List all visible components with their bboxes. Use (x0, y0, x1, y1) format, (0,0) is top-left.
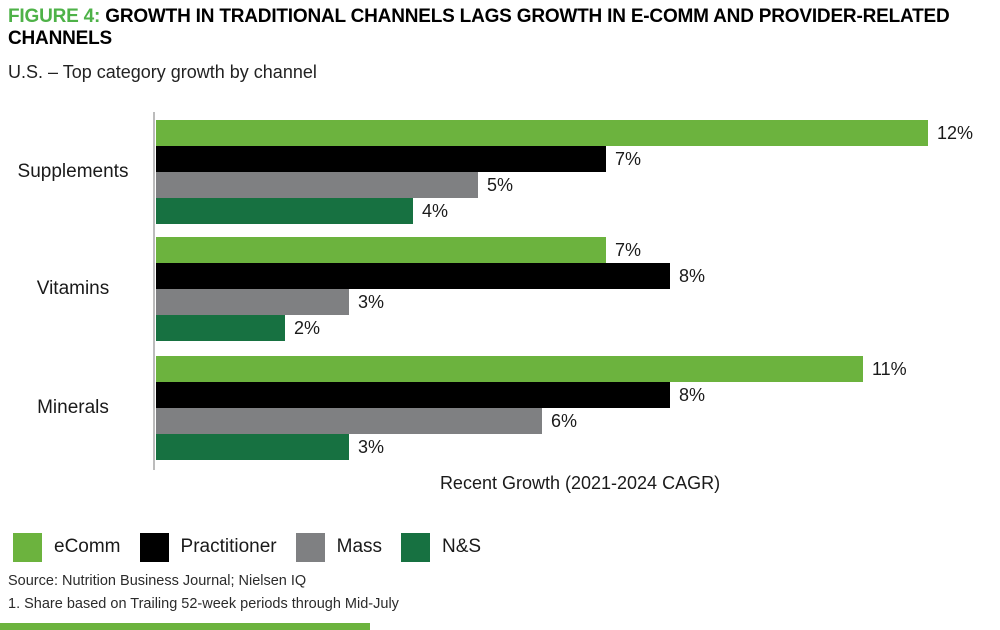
bar-minerals-ecomm (156, 356, 863, 382)
value-label-supplements-ns: 4% (422, 201, 449, 221)
ns-swatch-icon (401, 532, 431, 562)
category-label-supplements: Supplements (17, 161, 129, 182)
value-label-vitamins-ecomm: 7% (615, 240, 642, 260)
ecomm-swatch-icon (13, 532, 42, 562)
bottom-accent-bar (0, 623, 370, 630)
bar-supplements-ns (156, 198, 413, 224)
value-label-minerals-practitioner: 8% (679, 385, 706, 405)
value-label-minerals-ns: 3% (358, 437, 385, 457)
value-label-supplements-practitioner: 7% (615, 149, 642, 169)
value-label-vitamins-ns: 2% (294, 318, 321, 338)
bar-vitamins-ecomm (156, 237, 606, 263)
value-label-supplements-ecomm: 12% (937, 123, 974, 143)
bar-supplements-mass (156, 172, 478, 198)
bar-minerals-practitioner (156, 382, 670, 408)
legend-item-mass: Mass (295, 532, 383, 562)
figure-number-label: FIGURE 4: (8, 6, 101, 27)
footnote-text: 1. Share based on Trailing 52-week perio… (8, 596, 399, 612)
figure-title-text: GROWTH IN TRADITIONAL CHANNELS LAGS GROW… (8, 6, 950, 49)
bar-vitamins-ns (156, 315, 285, 341)
value-label-vitamins-practitioner: 8% (679, 266, 706, 286)
chart-subtitle: U.S. – Top category growth by channel (8, 62, 317, 82)
y-axis-line (153, 112, 155, 470)
value-label-supplements-mass: 5% (487, 175, 514, 195)
figure-title: FIGURE 4: GROWTH IN TRADITIONAL CHANNELS… (8, 6, 968, 50)
bar-vitamins-mass (156, 289, 349, 315)
legend-item-ns: N&S (401, 532, 482, 562)
bar-supplements-ecomm (156, 120, 928, 146)
legend-label: Mass (336, 536, 383, 557)
bar-minerals-ns (156, 434, 349, 460)
category-label-minerals: Minerals (37, 397, 109, 418)
bar-minerals-mass (156, 408, 542, 434)
value-label-minerals-ecomm: 11% (872, 359, 907, 379)
value-label-vitamins-mass: 3% (358, 292, 385, 312)
bar-supplements-practitioner (156, 146, 606, 172)
chart-legend: eComm Practitioner Mass N&S (13, 532, 481, 562)
legend-item-practitioner: Practitioner (139, 532, 277, 562)
source-text: Source: Nutrition Business Journal; Niel… (8, 573, 307, 589)
practitioner-swatch-icon (139, 532, 169, 562)
legend-label: N&S (442, 536, 482, 557)
legend-label: eComm (54, 536, 121, 557)
mass-swatch-icon (295, 532, 325, 562)
x-axis-label: Recent Growth (2021-2024 CAGR) (439, 473, 721, 493)
category-label-vitamins: Vitamins (36, 278, 110, 299)
value-label-minerals-mass: 6% (551, 411, 578, 431)
bar-vitamins-practitioner (156, 263, 670, 289)
legend-label: Practitioner (180, 536, 277, 557)
legend-item-ecomm: eComm (13, 532, 121, 562)
